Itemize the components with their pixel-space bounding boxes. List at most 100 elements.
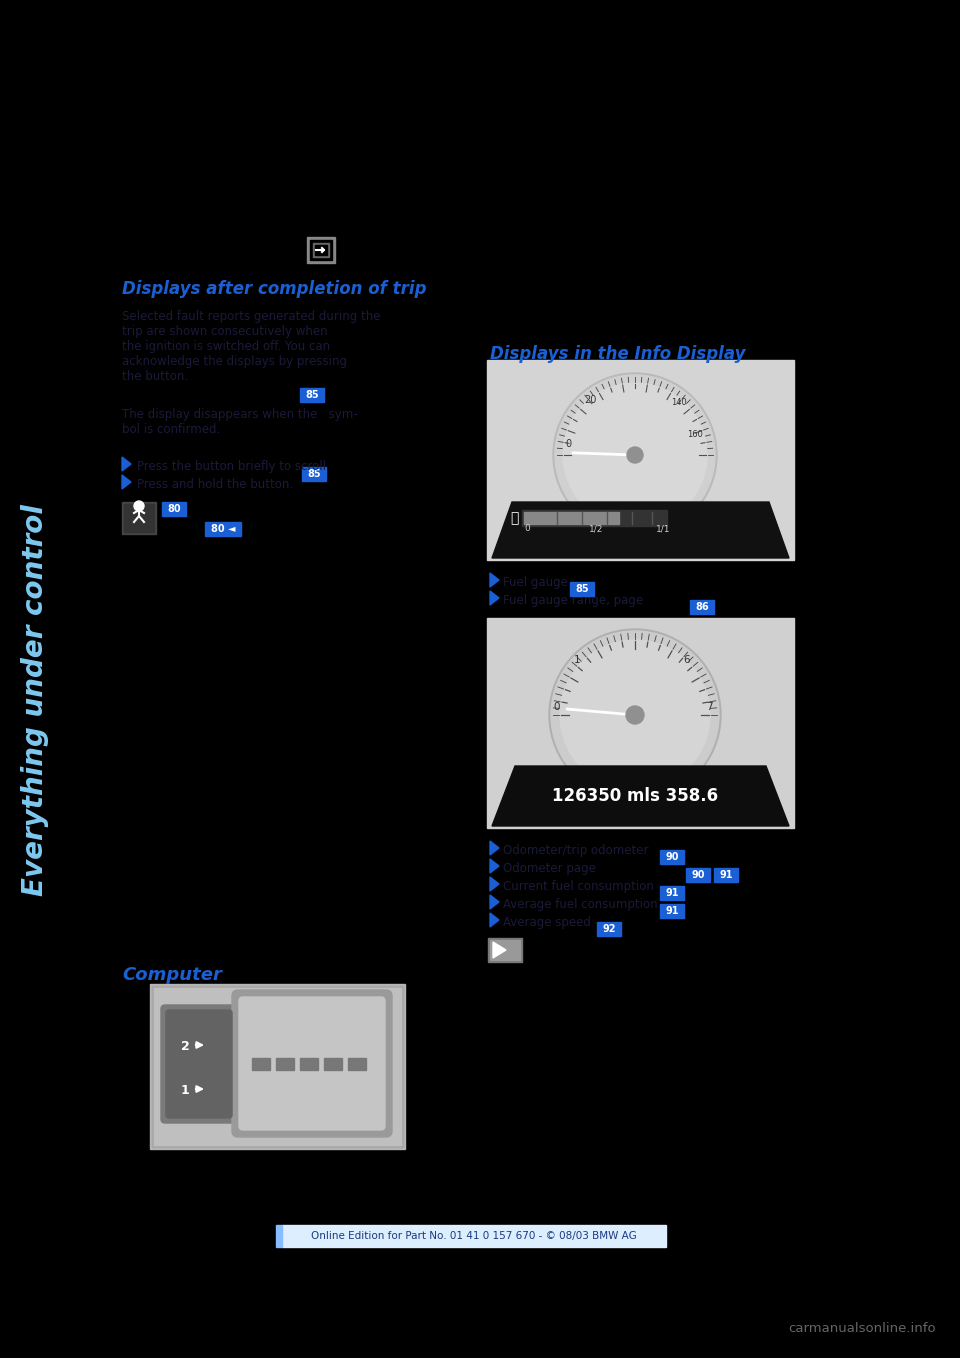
Bar [686,868,710,881]
Bar [302,467,326,481]
Text: Press and hold the button.: Press and hold the button. [137,478,293,492]
Text: 80 ◄: 80 ◄ [211,524,235,534]
Text: Selected fault reports generated during the: Selected fault reports generated during … [122,310,380,323]
Text: 0: 0 [554,702,561,712]
Circle shape [551,631,719,799]
Text: 85: 85 [307,469,321,479]
Text: 92: 92 [602,923,615,934]
Bar [522,511,667,526]
Bar [282,1225,666,1247]
Text: 90: 90 [665,851,679,862]
Text: 1/2: 1/2 [588,524,603,532]
Text: Odometer/trip odometer: Odometer/trip odometer [503,845,649,857]
Bar [154,989,401,1145]
Text: 160: 160 [687,430,703,439]
Text: 80: 80 [167,504,180,513]
Text: Online Edition for Part No. 01 41 0 157 670 - © 08/03 BMW AG: Online Edition for Part No. 01 41 0 157 … [311,1230,636,1241]
Bar [276,1225,282,1247]
Bar [150,985,405,1149]
Bar [488,938,522,961]
Bar [205,521,241,536]
Text: 140: 140 [671,398,686,407]
Text: 85: 85 [305,390,319,401]
Bar [524,512,619,524]
FancyBboxPatch shape [239,997,385,1130]
Text: The display disappears when the   sym-: The display disappears when the sym- [122,407,358,421]
Text: Everything under control: Everything under control [21,504,49,896]
Bar [162,502,186,516]
FancyBboxPatch shape [232,990,392,1137]
Bar [348,1058,366,1070]
Circle shape [553,373,717,536]
Text: 6: 6 [684,655,690,665]
Bar [714,868,738,881]
Polygon shape [492,766,789,826]
Bar [660,850,684,864]
Text: 91: 91 [665,906,679,917]
Text: Fuel gauge range, page: Fuel gauge range, page [503,593,643,607]
Bar [570,583,594,596]
Polygon shape [490,895,499,909]
Polygon shape [490,877,499,891]
Text: 126350 mls 358.6: 126350 mls 358.6 [552,788,718,805]
Circle shape [563,383,707,527]
Polygon shape [490,573,499,587]
Text: the button.: the button. [122,369,188,383]
Bar [124,504,154,532]
Bar [324,1058,342,1070]
Text: Current fuel consumption: Current fuel consumption [503,880,654,894]
Bar [490,940,520,960]
Text: 1: 1 [180,1085,189,1097]
Polygon shape [490,860,499,873]
Bar [276,1058,294,1070]
Text: Fuel gauge: Fuel gauge [503,576,568,589]
Bar [597,922,621,936]
Bar [660,904,684,918]
Polygon shape [122,475,131,489]
Text: 1/1: 1/1 [656,524,670,532]
Text: 90: 90 [691,870,705,880]
Text: 0: 0 [564,439,571,449]
Bar [300,388,324,402]
Bar [487,618,794,828]
Text: Odometer page: Odometer page [503,862,596,875]
Bar [252,1058,270,1070]
Polygon shape [490,841,499,856]
Text: trip are shown consecutively when: trip are shown consecutively when [122,325,327,338]
Text: ⛽: ⛽ [510,511,518,526]
Circle shape [626,706,644,724]
Circle shape [627,447,643,463]
Bar [660,885,684,900]
Text: 86: 86 [695,602,708,612]
Text: Average fuel consumption: Average fuel consumption [503,898,658,911]
Text: 20: 20 [584,395,596,405]
Text: 1: 1 [574,655,580,665]
Polygon shape [493,942,506,957]
Text: 91: 91 [665,888,679,898]
Text: acknowledge the displays by pressing: acknowledge the displays by pressing [122,354,347,368]
Text: 85: 85 [575,584,588,593]
Text: Displays after completion of trip: Displays after completion of trip [122,280,426,297]
Bar [152,986,403,1148]
Circle shape [134,501,144,511]
Bar [487,360,794,559]
FancyBboxPatch shape [166,1010,232,1118]
Polygon shape [492,502,789,558]
Bar [300,1058,318,1070]
Text: 91: 91 [719,870,732,880]
Bar [122,502,156,534]
Circle shape [560,640,710,790]
Text: 7: 7 [706,702,712,712]
Bar [690,600,714,614]
Circle shape [549,629,721,801]
Polygon shape [122,458,131,471]
Text: Displays in the Info Display: Displays in the Info Display [490,345,746,363]
Text: bol is confirmed.: bol is confirmed. [122,422,220,436]
Bar [310,240,332,259]
Text: Press the button briefly to scroll: Press the button briefly to scroll [137,460,326,473]
Polygon shape [490,913,499,928]
Circle shape [555,375,715,535]
Polygon shape [490,591,499,606]
Bar [315,244,327,255]
Text: 2: 2 [180,1040,189,1054]
